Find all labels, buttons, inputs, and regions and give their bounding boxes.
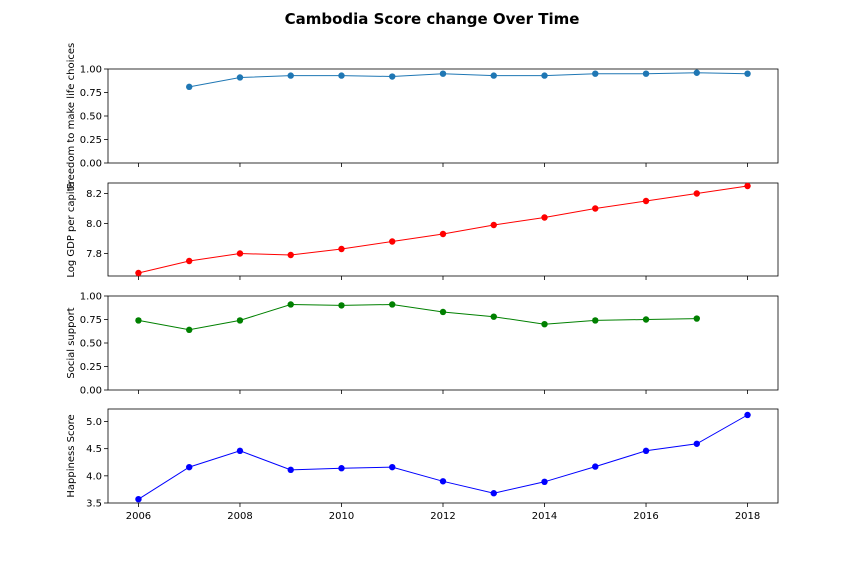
data-point bbox=[236, 250, 244, 257]
y-tick-label: 7.8 bbox=[86, 249, 102, 260]
data-point bbox=[186, 257, 193, 265]
y-tick-label: 0.00 bbox=[80, 159, 102, 170]
y-tick-label: 0.25 bbox=[80, 362, 102, 373]
series-line bbox=[138, 303, 697, 331]
x-tick-label: 2006 bbox=[126, 511, 151, 522]
y-tick-label: 5.0 bbox=[86, 417, 102, 428]
data-point bbox=[693, 440, 700, 447]
axes-frame bbox=[107, 408, 779, 504]
data-point bbox=[287, 251, 294, 259]
data-point bbox=[592, 205, 599, 212]
data-point bbox=[744, 411, 751, 419]
data-point bbox=[642, 70, 650, 77]
y-tick-label: 0.75 bbox=[80, 88, 102, 99]
y-axis-label: Happiness Score bbox=[66, 414, 77, 497]
data-point bbox=[744, 182, 751, 190]
data-point bbox=[389, 73, 396, 80]
data-point bbox=[541, 478, 548, 486]
data-point bbox=[135, 495, 142, 503]
y-tick-label: 1.00 bbox=[80, 292, 102, 303]
y-tick-label: 0.75 bbox=[80, 315, 102, 326]
data-point bbox=[439, 478, 447, 485]
data-point bbox=[541, 321, 548, 328]
series-line bbox=[138, 414, 748, 500]
data-point bbox=[236, 447, 244, 455]
x-tick-label: 2010 bbox=[329, 511, 354, 522]
data-point bbox=[490, 72, 497, 79]
y-tick-label: 0.50 bbox=[80, 339, 102, 350]
y-tick-label: 4.5 bbox=[86, 444, 102, 455]
x-tick-label: 2014 bbox=[532, 511, 557, 522]
y-tick-label: 4.0 bbox=[86, 471, 102, 482]
data-point bbox=[389, 463, 396, 471]
data-point bbox=[490, 313, 497, 320]
y-tick-label: 0.00 bbox=[80, 386, 102, 397]
data-point bbox=[490, 221, 497, 229]
data-point bbox=[287, 466, 294, 474]
data-point bbox=[541, 72, 548, 79]
data-point bbox=[439, 70, 447, 77]
data-point bbox=[338, 245, 345, 253]
data-point bbox=[338, 465, 345, 472]
figure-title: Cambodia Score change Over Time bbox=[285, 10, 580, 28]
y-tick-label: 0.25 bbox=[80, 135, 102, 146]
axes-frame bbox=[107, 182, 779, 277]
data-point bbox=[642, 447, 650, 455]
data-point bbox=[439, 230, 447, 238]
y-tick-label: 8.0 bbox=[86, 219, 102, 230]
data-point bbox=[541, 214, 548, 221]
y-tick-label: 0.50 bbox=[80, 112, 102, 123]
series-line bbox=[138, 185, 748, 274]
data-point bbox=[693, 190, 700, 197]
data-point bbox=[135, 317, 142, 324]
data-point bbox=[389, 238, 396, 245]
data-point bbox=[236, 74, 244, 81]
data-point bbox=[338, 302, 345, 309]
data-point bbox=[592, 317, 599, 324]
data-point bbox=[642, 197, 650, 205]
data-point bbox=[439, 308, 447, 316]
data-point bbox=[186, 326, 193, 334]
y-tick-label: 8.2 bbox=[86, 189, 102, 200]
data-point bbox=[287, 301, 294, 308]
data-point bbox=[592, 70, 599, 77]
data-point bbox=[287, 72, 294, 79]
data-point bbox=[744, 70, 751, 77]
panel-2: 7.8 8.0 8.2 Log GDP per capita bbox=[66, 181, 779, 280]
x-tick-label: 2018 bbox=[735, 511, 760, 522]
panel-4: 3.5 4.0 4.5 5.0 2006 2008 2010 2012 2014 2016 2018… bbox=[66, 408, 779, 522]
series-line bbox=[189, 72, 748, 88]
y-axis-label: Log GDP per capita bbox=[66, 181, 77, 277]
x-tick-label: 2016 bbox=[633, 511, 658, 522]
data-point bbox=[592, 463, 599, 470]
y-axis-label: Freedom to make life choices bbox=[66, 43, 77, 189]
data-point bbox=[693, 69, 700, 76]
data-point bbox=[642, 316, 650, 323]
y-tick-label: 3.5 bbox=[86, 499, 102, 510]
data-point bbox=[693, 315, 700, 322]
data-point bbox=[338, 72, 345, 79]
y-tick-label: 1.00 bbox=[80, 65, 102, 76]
data-point bbox=[236, 317, 244, 324]
data-point bbox=[186, 83, 193, 91]
data-point bbox=[490, 490, 497, 497]
y-axis-label: Social support bbox=[66, 307, 77, 378]
data-point bbox=[135, 269, 142, 277]
data-point bbox=[186, 463, 193, 471]
x-tick-label: 2008 bbox=[227, 511, 252, 522]
data-point bbox=[389, 301, 396, 308]
x-tick-label: 2012 bbox=[430, 511, 455, 522]
